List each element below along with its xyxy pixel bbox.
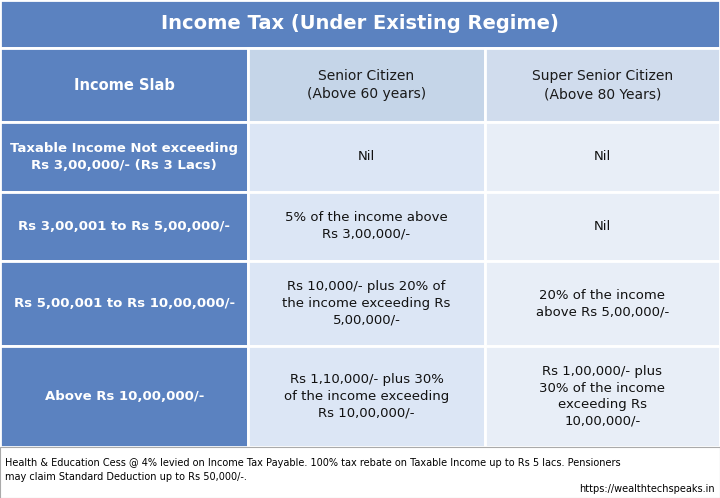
- Bar: [485, 192, 720, 261]
- Text: Above Rs 10,00,000/-: Above Rs 10,00,000/-: [45, 390, 204, 403]
- Text: Senior Citizen
(Above 60 years): Senior Citizen (Above 60 years): [307, 69, 426, 101]
- Bar: [0, 123, 248, 192]
- Text: Nil: Nil: [594, 220, 611, 233]
- Text: Taxable Income Not exceeding
Rs 3,00,000/- (Rs 3 Lacs): Taxable Income Not exceeding Rs 3,00,000…: [10, 142, 238, 172]
- Text: Rs 1,10,000/- plus 30%
of the income exceeding
Rs 10,00,000/-: Rs 1,10,000/- plus 30% of the income exc…: [284, 374, 449, 419]
- Text: https://wealthtechspeaks.in: https://wealthtechspeaks.in: [580, 484, 715, 494]
- Text: 20% of the income
above Rs 5,00,000/-: 20% of the income above Rs 5,00,000/-: [536, 288, 669, 318]
- Text: Rs 5,00,001 to Rs 10,00,000/-: Rs 5,00,001 to Rs 10,00,000/-: [14, 297, 235, 310]
- Bar: [248, 346, 485, 447]
- Bar: [485, 346, 720, 447]
- Text: Income Slab: Income Slab: [73, 78, 175, 93]
- Bar: [485, 48, 720, 123]
- Text: Rs 10,000/- plus 20% of
the income exceeding Rs
5,00,000/-: Rs 10,000/- plus 20% of the income excee…: [282, 280, 451, 326]
- Bar: [248, 261, 485, 346]
- Text: 5% of the income above
Rs 3,00,000/-: 5% of the income above Rs 3,00,000/-: [285, 211, 448, 241]
- Text: Health & Education Cess @ 4% levied on Income Tax Payable. 100% tax rebate on Ta: Health & Education Cess @ 4% levied on I…: [5, 458, 621, 482]
- Text: Rs 3,00,001 to Rs 5,00,000/-: Rs 3,00,001 to Rs 5,00,000/-: [18, 220, 230, 233]
- Text: Nil: Nil: [594, 150, 611, 163]
- Bar: [485, 261, 720, 346]
- Bar: [248, 192, 485, 261]
- Text: Super Senior Citizen
(Above 80 Years): Super Senior Citizen (Above 80 Years): [531, 69, 673, 101]
- Text: Nil: Nil: [358, 150, 375, 163]
- Bar: [0, 346, 248, 447]
- Bar: [248, 48, 485, 123]
- Bar: [485, 123, 720, 192]
- Text: Income Tax (Under Existing Regime): Income Tax (Under Existing Regime): [161, 14, 559, 33]
- Bar: [0, 48, 248, 123]
- Bar: [0, 261, 248, 346]
- Bar: [248, 123, 485, 192]
- Bar: [0, 0, 720, 48]
- Bar: [0, 192, 248, 261]
- Bar: [0, 447, 720, 498]
- Text: Rs 1,00,000/- plus
30% of the income
exceeding Rs
10,00,000/-: Rs 1,00,000/- plus 30% of the income exc…: [539, 365, 665, 428]
